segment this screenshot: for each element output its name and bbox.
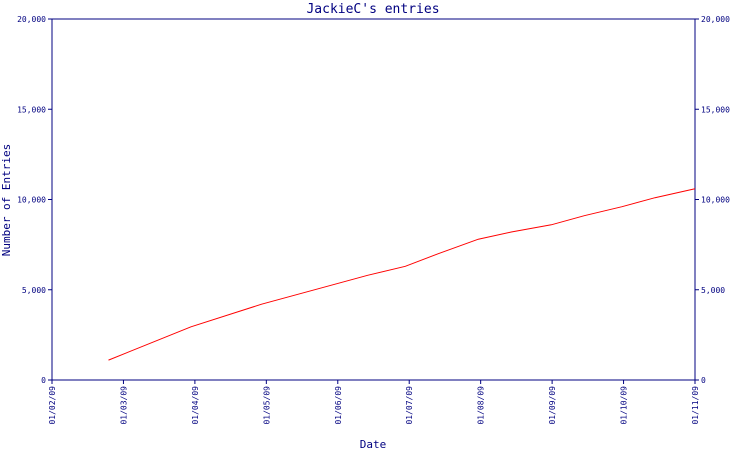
- chart-title: JackieC's entries: [306, 2, 439, 17]
- series-layer: [108, 188, 696, 361]
- y-tick-label-right: 20,000: [701, 15, 730, 24]
- x-tick-label: 01/11/09: [691, 386, 700, 425]
- x-axis-title: Date: [360, 438, 387, 450]
- x-tick-label: 01/04/09: [191, 386, 200, 425]
- y-axis-right: 0 5,000 10,000 15,000 20,000: [695, 15, 730, 385]
- y-tick-label-left: 10,000: [17, 196, 46, 205]
- y-axis-title: Number of Entries: [0, 144, 13, 257]
- x-tick-label: 01/06/09: [334, 386, 343, 425]
- y-tick-label-right: 0: [701, 376, 706, 385]
- series-line: [108, 188, 696, 361]
- y-tick-label-right: 10,000: [701, 196, 730, 205]
- y-tick-label-right: 15,000: [701, 105, 730, 114]
- plot-area-frame: [51, 18, 696, 381]
- x-tick-label: 01/07/09: [405, 386, 414, 425]
- x-tick-label: 01/02/09: [48, 386, 57, 425]
- x-tick-label: 01/09/09: [548, 386, 557, 425]
- y-tick-label-left: 20,000: [17, 15, 46, 24]
- x-tick-label: 01/03/09: [119, 386, 128, 425]
- x-axis: 01/02/09 01/03/09 01/04/09 01/05/09 01/06/09…: [48, 380, 700, 425]
- y-axis-left: 0 5,000 10,000 15,000 20,000: [17, 15, 52, 385]
- y-tick-label-right: 5,000: [701, 286, 725, 295]
- y-tick-label-left: 0: [41, 376, 46, 385]
- x-tick-label: 01/08/09: [477, 386, 486, 425]
- y-tick-label-left: 15,000: [17, 105, 46, 114]
- x-tick-label: 01/10/09: [620, 386, 629, 425]
- x-tick-label: 01/05/09: [262, 386, 271, 425]
- y-tick-label-left: 5,000: [22, 286, 46, 295]
